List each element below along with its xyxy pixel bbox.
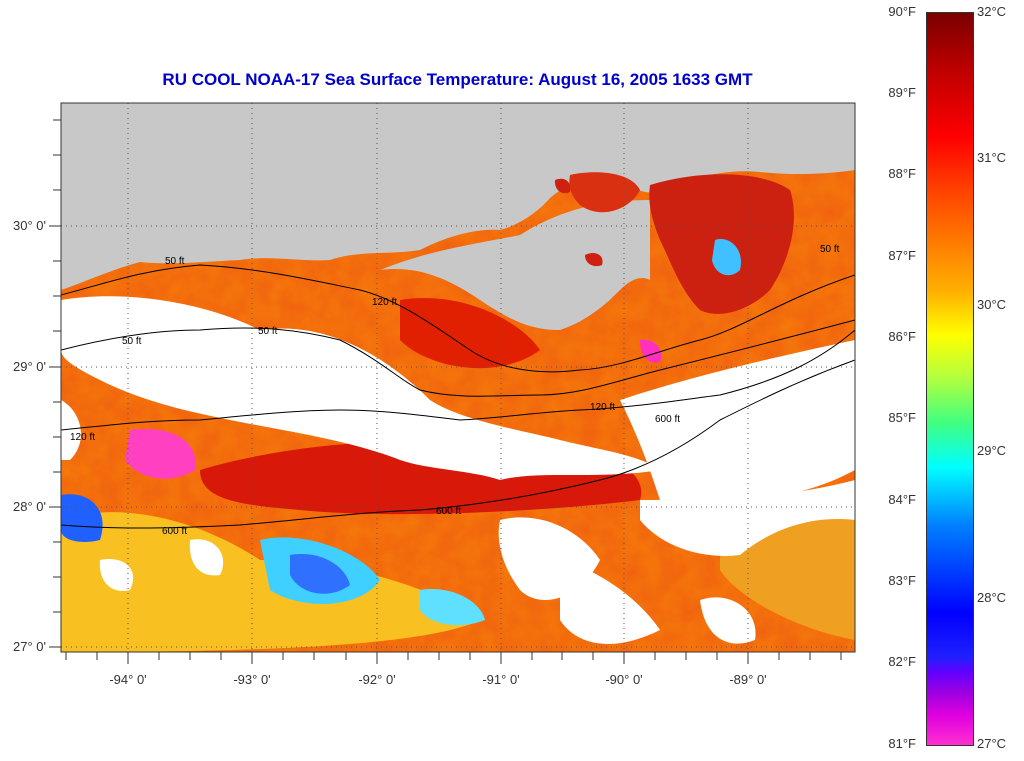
fahrenheit-label: 83°F	[888, 573, 916, 588]
contour-label: 50 ft	[165, 256, 185, 267]
x-tick-label: -91° 0'	[482, 672, 519, 687]
x-tick-label: -92° 0'	[358, 672, 395, 687]
celsius-label: 27°C	[977, 736, 1007, 751]
contour-label: 600 ft	[436, 506, 461, 517]
contour-label: 120 ft	[590, 402, 615, 413]
fahrenheit-label: 81°F	[888, 736, 916, 751]
celsius-label: 29°C	[977, 443, 1007, 458]
x-tick-label: -93° 0'	[233, 672, 270, 687]
y-tick-label: 27° 0'	[13, 639, 46, 654]
contour-label: 600 ft	[655, 414, 680, 425]
map-plot-area: 50 ft 50 ft 50 ft 50 ft 120 ft 120 ft 12…	[61, 103, 855, 652]
land-mass	[61, 103, 855, 290]
fahrenheit-label: 86°F	[888, 329, 916, 344]
fahrenheit-label: 88°F	[888, 166, 916, 181]
y-tick-label: 30° 0'	[13, 218, 46, 233]
fahrenheit-label: 82°F	[888, 654, 916, 669]
fahrenheit-label: 90°F	[888, 4, 916, 19]
cloud-mask	[61, 296, 855, 644]
contour-label: 50 ft	[258, 326, 278, 337]
y-tick-label: 29° 0'	[13, 359, 46, 374]
contour-label: 120 ft	[70, 432, 95, 443]
fahrenheit-label: 87°F	[888, 248, 916, 263]
fahrenheit-label: 84°F	[888, 492, 916, 507]
x-tick-label: -94° 0'	[109, 672, 146, 687]
color-scale-bar	[926, 12, 974, 746]
fahrenheit-label: 85°F	[888, 410, 916, 425]
bathymetry-contours	[61, 264, 855, 529]
contour-label: 600 ft	[162, 526, 187, 537]
x-tick-label: -90° 0'	[605, 672, 642, 687]
contour-label: 50 ft	[820, 244, 840, 255]
x-tick-label: -89° 0'	[729, 672, 766, 687]
y-tick-label: 28° 0'	[13, 499, 46, 514]
cool-patch-magenta	[125, 429, 196, 479]
plot-frame	[60, 102, 856, 653]
contour-label: 120 ft	[372, 297, 397, 308]
contour-label: 50 ft	[122, 336, 142, 347]
celsius-label: 28°C	[977, 590, 1007, 605]
celsius-label: 30°C	[977, 297, 1007, 312]
map-title: RU COOL NOAA-17 Sea Surface Temperature:…	[162, 70, 753, 89]
fahrenheit-label: 89°F	[888, 85, 916, 100]
celsius-label: 32°C	[977, 4, 1007, 19]
celsius-label: 31°C	[977, 150, 1007, 165]
